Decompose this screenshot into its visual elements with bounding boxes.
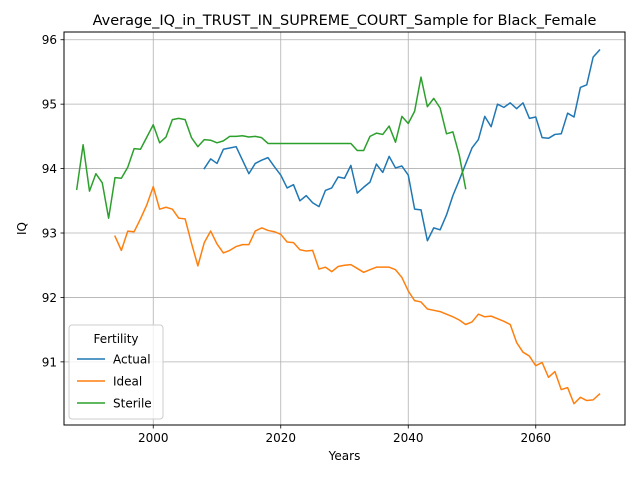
y-tick-label: 94 xyxy=(42,162,57,176)
y-tick-label: 91 xyxy=(42,355,57,369)
legend-title: Fertility xyxy=(93,332,138,346)
legend-label-sterile: Sterile xyxy=(113,397,152,411)
y-tick-label: 96 xyxy=(42,33,57,47)
y-tick-label: 92 xyxy=(42,291,57,305)
x-tick-label: 2060 xyxy=(520,431,551,445)
chart-title: Average_IQ_in_TRUST_IN_SUPREME_COURT_Sam… xyxy=(93,13,597,29)
x-axis-label: Years xyxy=(328,449,361,463)
x-tick-label: 2000 xyxy=(138,431,169,445)
x-tick-label: 2040 xyxy=(393,431,424,445)
y-axis-label: IQ xyxy=(15,222,29,235)
x-tick-label: 2020 xyxy=(265,431,296,445)
legend-label-ideal: Ideal xyxy=(113,375,142,389)
legend: Fertility Actual Ideal Sterile xyxy=(69,325,163,419)
legend-label-actual: Actual xyxy=(113,353,151,367)
y-tick-label: 95 xyxy=(42,98,57,112)
y-tick-label: 93 xyxy=(42,227,57,241)
